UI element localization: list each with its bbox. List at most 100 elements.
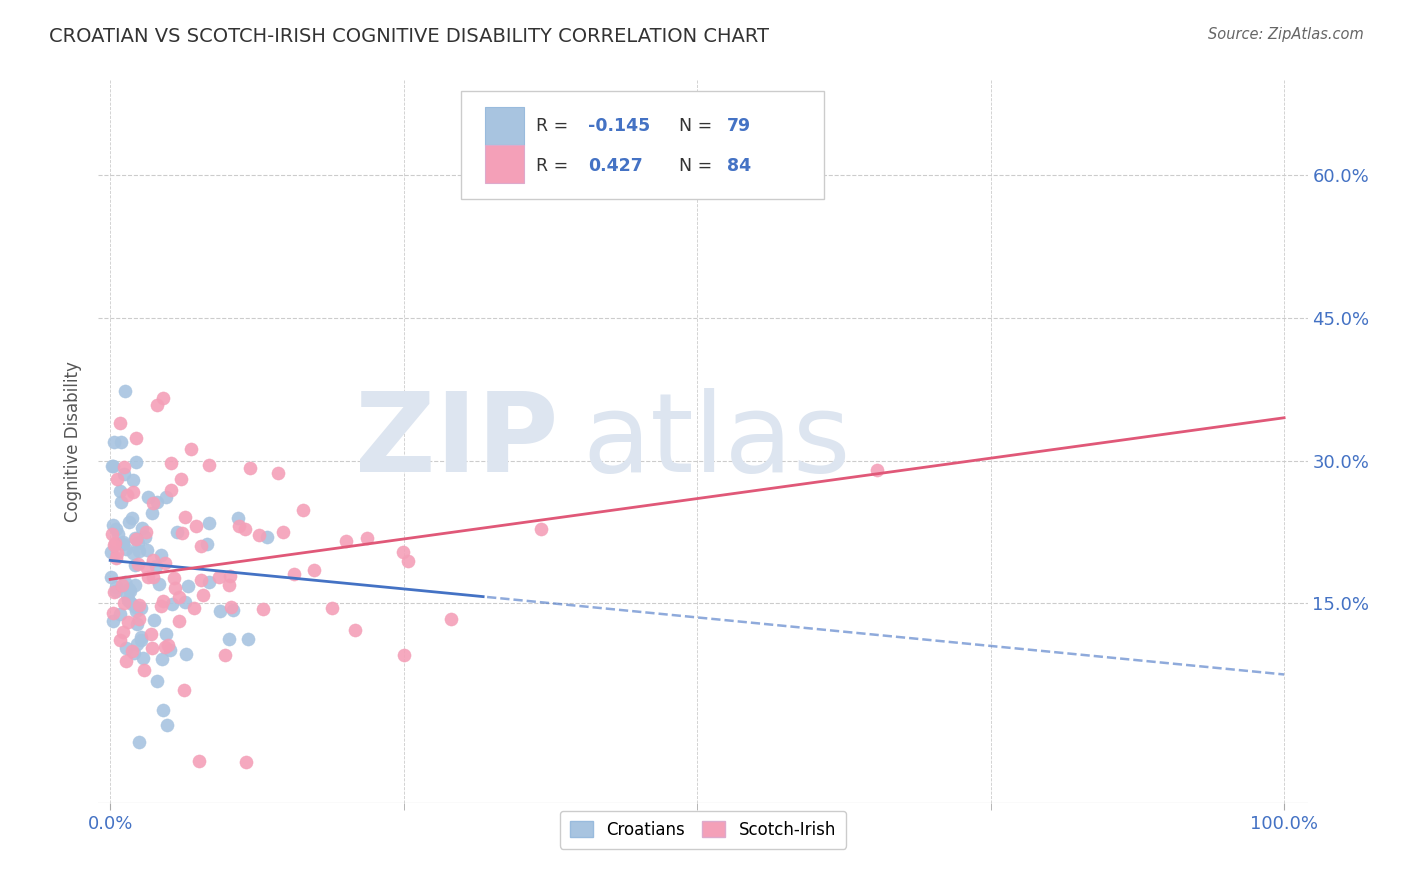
- Point: [117, 615, 139, 629]
- Point: [131, 521, 153, 535]
- Point: [197, 536, 219, 550]
- Point: [103, 614, 125, 628]
- Point: [152, 594, 174, 608]
- Point: [157, 638, 180, 652]
- Text: R =: R =: [536, 117, 574, 135]
- Text: -0.145: -0.145: [588, 117, 651, 135]
- Point: [132, 651, 155, 665]
- Point: [155, 627, 177, 641]
- Point: [101, 517, 124, 532]
- Point: [122, 646, 145, 660]
- Point: [121, 643, 143, 657]
- Point: [162, 597, 184, 611]
- Text: 79: 79: [727, 117, 751, 135]
- Point: [124, 577, 146, 591]
- Point: [356, 531, 378, 545]
- Point: [267, 466, 290, 480]
- Point: [343, 623, 366, 637]
- Text: N =: N =: [679, 117, 717, 135]
- Point: [159, 642, 181, 657]
- Point: [218, 578, 240, 592]
- Point: [214, 648, 236, 663]
- Text: CROATIAN VS SCOTCH-IRISH COGNITIVE DISABILITY CORRELATION CHART: CROATIAN VS SCOTCH-IRISH COGNITIVE DISAB…: [49, 27, 769, 45]
- Point: [152, 391, 174, 405]
- Y-axis label: Cognitive Disability: Cognitive Disability: [65, 361, 83, 522]
- Point: [155, 490, 177, 504]
- Point: [292, 502, 315, 516]
- Point: [117, 588, 139, 602]
- Point: [247, 527, 270, 541]
- Point: [135, 561, 157, 575]
- Point: [866, 463, 889, 477]
- Point: [530, 522, 553, 536]
- Point: [111, 578, 134, 592]
- Point: [136, 542, 159, 557]
- Point: [125, 600, 148, 615]
- Point: [108, 632, 131, 647]
- Point: [159, 483, 181, 498]
- Point: [170, 472, 193, 486]
- Point: [121, 597, 143, 611]
- Point: [117, 593, 139, 607]
- Point: [122, 484, 145, 499]
- Point: [115, 488, 138, 502]
- Point: [124, 558, 146, 573]
- Point: [226, 510, 249, 524]
- Point: [115, 641, 138, 656]
- Point: [302, 563, 325, 577]
- Point: [271, 525, 294, 540]
- Point: [136, 570, 159, 584]
- FancyBboxPatch shape: [485, 145, 524, 183]
- Point: [104, 536, 127, 550]
- Point: [218, 632, 240, 646]
- Point: [103, 459, 125, 474]
- Point: [235, 522, 257, 536]
- Point: [141, 641, 163, 656]
- Text: 0.427: 0.427: [588, 156, 643, 175]
- Point: [149, 548, 172, 562]
- Point: [125, 455, 148, 469]
- Point: [239, 460, 262, 475]
- Point: [127, 557, 149, 571]
- Point: [160, 456, 183, 470]
- Point: [103, 435, 125, 450]
- Point: [142, 496, 165, 510]
- Point: [209, 604, 232, 618]
- Point: [183, 601, 205, 615]
- Point: [152, 703, 174, 717]
- Point: [101, 459, 124, 474]
- Point: [128, 598, 150, 612]
- Point: [396, 554, 419, 568]
- Point: [100, 545, 122, 559]
- Point: [110, 435, 132, 450]
- Point: [105, 522, 128, 536]
- Point: [129, 630, 152, 644]
- Point: [118, 582, 141, 597]
- Point: [440, 612, 463, 626]
- Point: [222, 603, 245, 617]
- Point: [193, 588, 215, 602]
- Point: [321, 600, 343, 615]
- Legend: Croatians, Scotch-Irish: Croatians, Scotch-Irish: [560, 811, 846, 848]
- Point: [142, 553, 165, 567]
- Point: [149, 599, 172, 614]
- Point: [173, 683, 195, 698]
- Point: [112, 625, 135, 640]
- Point: [112, 460, 135, 475]
- Point: [141, 506, 163, 520]
- Point: [114, 541, 136, 556]
- Point: [103, 585, 125, 599]
- FancyBboxPatch shape: [485, 107, 524, 145]
- Point: [127, 617, 149, 632]
- Point: [148, 576, 170, 591]
- Point: [128, 735, 150, 749]
- Point: [118, 515, 141, 529]
- Point: [153, 640, 176, 654]
- Point: [103, 537, 125, 551]
- Point: [283, 567, 305, 582]
- Point: [118, 594, 141, 608]
- Point: [114, 574, 136, 589]
- Point: [105, 584, 128, 599]
- Point: [174, 509, 197, 524]
- Point: [146, 495, 169, 509]
